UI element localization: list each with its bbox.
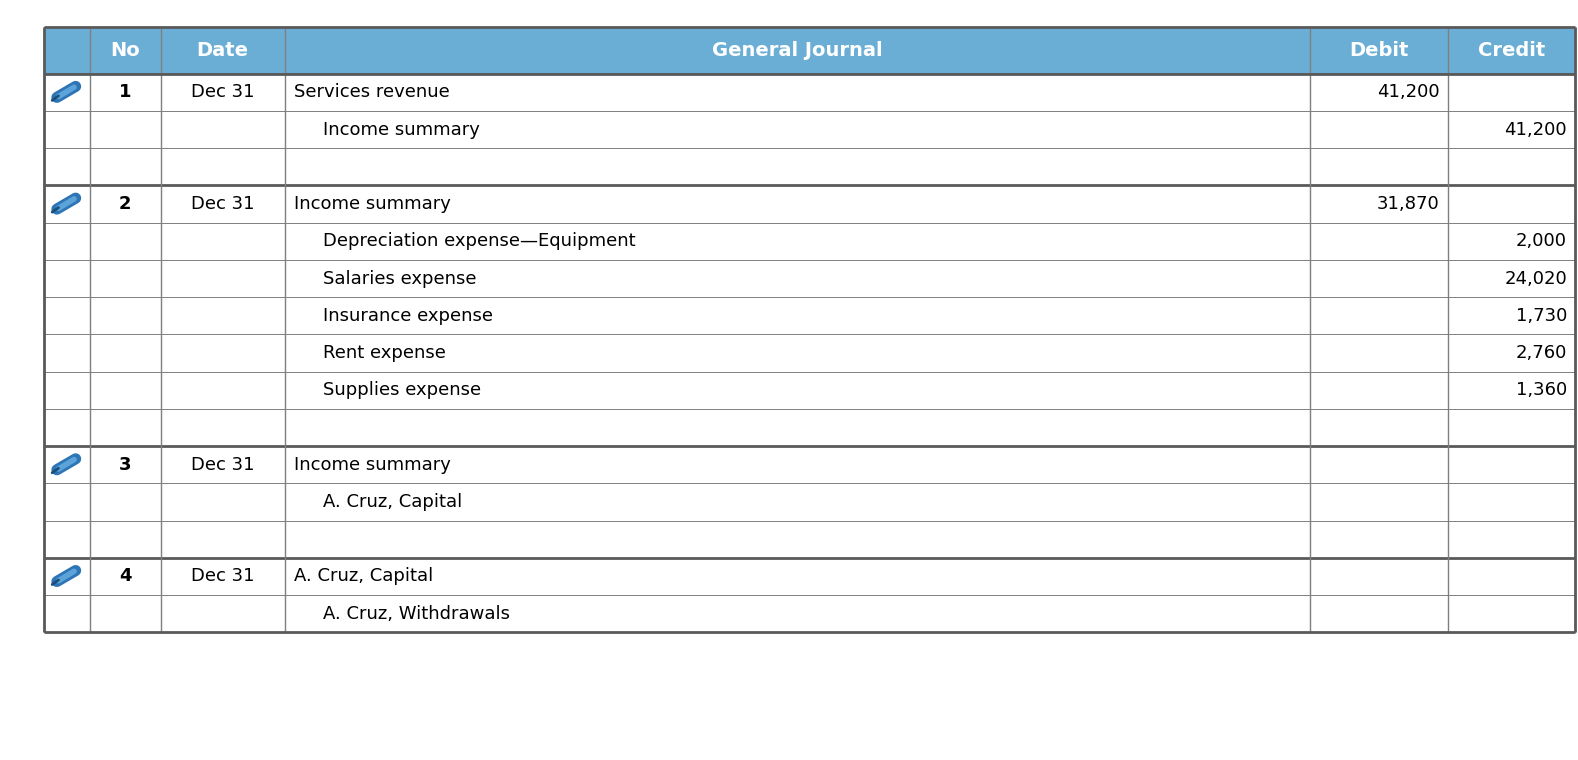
FancyBboxPatch shape — [44, 148, 1575, 185]
Text: Income summary: Income summary — [294, 456, 451, 473]
Text: Salaries expense: Salaries expense — [322, 270, 477, 287]
Text: A. Cruz, Capital: A. Cruz, Capital — [322, 493, 462, 511]
Text: Dec 31: Dec 31 — [191, 456, 254, 473]
Text: 41,200: 41,200 — [1378, 84, 1439, 101]
FancyBboxPatch shape — [44, 27, 1575, 74]
Text: Dec 31: Dec 31 — [191, 84, 254, 101]
Text: 3: 3 — [118, 456, 131, 473]
FancyBboxPatch shape — [44, 446, 1575, 483]
Text: General Journal: General Journal — [712, 41, 882, 60]
Text: Services revenue: Services revenue — [294, 84, 450, 101]
Text: Income summary: Income summary — [322, 121, 480, 138]
FancyBboxPatch shape — [44, 111, 1575, 148]
Text: A. Cruz, Capital: A. Cruz, Capital — [294, 568, 434, 585]
FancyBboxPatch shape — [44, 223, 1575, 260]
Text: Dec 31: Dec 31 — [191, 195, 254, 213]
Text: A. Cruz, Withdrawals: A. Cruz, Withdrawals — [322, 605, 510, 622]
Text: 1,360: 1,360 — [1516, 382, 1567, 399]
Text: Rent expense: Rent expense — [322, 344, 445, 362]
Text: Dec 31: Dec 31 — [191, 568, 254, 585]
Text: Depreciation expense—Equipment: Depreciation expense—Equipment — [322, 233, 636, 250]
FancyBboxPatch shape — [44, 297, 1575, 334]
FancyBboxPatch shape — [44, 74, 1575, 111]
Text: 41,200: 41,200 — [1504, 121, 1567, 138]
FancyBboxPatch shape — [44, 558, 1575, 595]
Text: Debit: Debit — [1349, 41, 1409, 60]
Text: 2,760: 2,760 — [1515, 344, 1567, 362]
Text: No: No — [110, 41, 140, 60]
Text: 1,730: 1,730 — [1515, 307, 1567, 325]
Text: 2: 2 — [118, 195, 131, 213]
Text: 2,000: 2,000 — [1516, 233, 1567, 250]
Text: 31,870: 31,870 — [1378, 195, 1439, 213]
Text: Date: Date — [197, 41, 249, 60]
FancyBboxPatch shape — [44, 595, 1575, 632]
Text: Credit: Credit — [1477, 41, 1545, 60]
Text: Insurance expense: Insurance expense — [322, 307, 492, 325]
FancyBboxPatch shape — [44, 409, 1575, 446]
Text: Income summary: Income summary — [294, 195, 451, 213]
FancyBboxPatch shape — [44, 483, 1575, 521]
FancyBboxPatch shape — [44, 521, 1575, 558]
Text: 24,020: 24,020 — [1504, 270, 1567, 287]
FancyBboxPatch shape — [44, 372, 1575, 409]
FancyBboxPatch shape — [44, 260, 1575, 297]
Text: Supplies expense: Supplies expense — [322, 382, 481, 399]
Text: 4: 4 — [118, 568, 131, 585]
Text: 1: 1 — [118, 84, 131, 101]
FancyBboxPatch shape — [44, 334, 1575, 372]
FancyBboxPatch shape — [44, 185, 1575, 223]
